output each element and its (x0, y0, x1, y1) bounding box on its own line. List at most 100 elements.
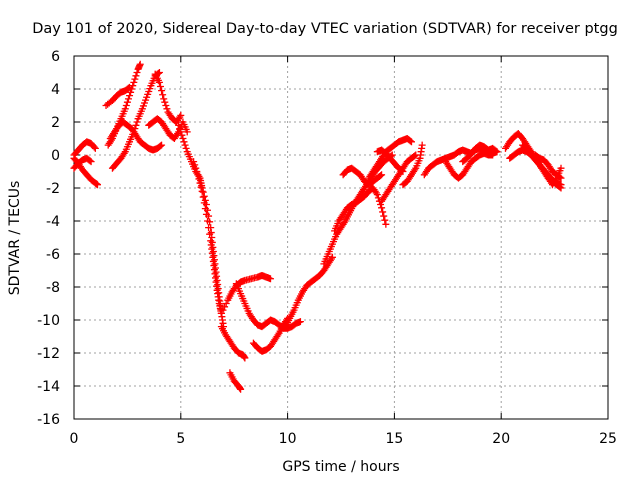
data-point (202, 210, 210, 218)
data-point (93, 181, 101, 189)
data-point (378, 171, 386, 179)
data-point (199, 193, 207, 201)
data-point (91, 144, 99, 152)
data-point (90, 143, 98, 151)
series-arc8 (151, 70, 185, 126)
plot-frame (73, 55, 609, 420)
data-point (237, 385, 245, 393)
data-point (177, 111, 185, 119)
data-point (200, 192, 208, 200)
data-point (557, 174, 565, 182)
data-point (556, 173, 564, 181)
x-tick-label: 5 (176, 431, 185, 447)
series-arc11 (190, 158, 225, 317)
data-point (121, 105, 129, 113)
data-point (129, 82, 137, 90)
data-point (267, 275, 275, 283)
data-point (557, 164, 565, 172)
data-point (378, 204, 386, 212)
data-point (181, 141, 189, 149)
y-tick-label: -12 (37, 346, 60, 362)
data-point (130, 78, 138, 86)
data-point (493, 148, 501, 156)
data-point (124, 95, 132, 103)
data-point (162, 102, 170, 109)
x-tick-label: 0 (70, 431, 79, 447)
series-arc20 (339, 164, 386, 189)
data-point (377, 201, 385, 208)
data-point (399, 168, 407, 175)
data-point (183, 128, 191, 136)
series-arc7 (106, 118, 166, 154)
y-tick-label: 2 (51, 115, 60, 131)
data-point (418, 141, 426, 149)
data-point (190, 158, 198, 166)
series-arc24 (399, 141, 426, 189)
data-point (176, 113, 184, 121)
data-point (382, 220, 390, 228)
data-point (174, 130, 182, 138)
data-point (197, 183, 205, 191)
data-point (182, 144, 190, 152)
data-point (201, 205, 209, 213)
series-arc16 (226, 369, 245, 393)
series-arc14 (232, 280, 304, 332)
data-point (492, 147, 500, 155)
grid-layer (74, 56, 608, 419)
y-tick-label: 4 (51, 82, 60, 98)
data-point (217, 309, 225, 317)
data-layer (70, 60, 565, 393)
data-point (274, 331, 282, 339)
data-point (328, 253, 336, 261)
data-point (406, 137, 414, 145)
data-point (158, 141, 166, 149)
data-point (126, 92, 134, 100)
data-point (159, 91, 167, 99)
data-point (179, 135, 187, 142)
data-point (380, 212, 388, 220)
series-arc5 (102, 83, 134, 109)
data-point (219, 306, 227, 314)
y-tick-label: 6 (51, 49, 60, 65)
data-point (132, 72, 140, 80)
data-point (158, 87, 166, 95)
series-arc30 (519, 141, 565, 189)
data-point (204, 217, 211, 225)
y-tick-label: -8 (46, 280, 60, 296)
data-point (379, 208, 387, 216)
x-tick-label: 15 (385, 431, 403, 447)
data-point (155, 78, 163, 86)
data-point (155, 69, 163, 76)
data-point (157, 142, 165, 150)
data-point (407, 138, 415, 146)
data-point (87, 158, 95, 166)
data-point (194, 171, 202, 179)
data-point (133, 118, 141, 126)
series-arc22 (378, 151, 420, 205)
series-arc19 (331, 184, 390, 235)
data-point (124, 84, 132, 92)
data-point (86, 157, 94, 165)
data-point (126, 83, 134, 91)
data-point (157, 83, 165, 91)
y-tick-label: 0 (51, 148, 60, 164)
y-tick-label: -4 (46, 214, 60, 230)
series-arc9 (145, 115, 191, 142)
data-point (241, 354, 249, 362)
data-point (192, 164, 200, 172)
data-point (195, 175, 203, 183)
data-point (127, 88, 135, 96)
y-axis-label: SDTVAR / TECUs (7, 181, 23, 296)
data-point (296, 318, 304, 326)
data-point (161, 98, 169, 106)
series-arc18 (320, 151, 396, 268)
data-point (180, 138, 188, 146)
series-arc31 (531, 151, 565, 182)
data-point (163, 105, 171, 113)
series-arc27 (459, 141, 501, 166)
data-point (131, 75, 139, 83)
data-point (136, 60, 144, 68)
data-point (381, 216, 389, 224)
x-tick-label: 25 (599, 431, 617, 447)
data-point (221, 303, 229, 311)
